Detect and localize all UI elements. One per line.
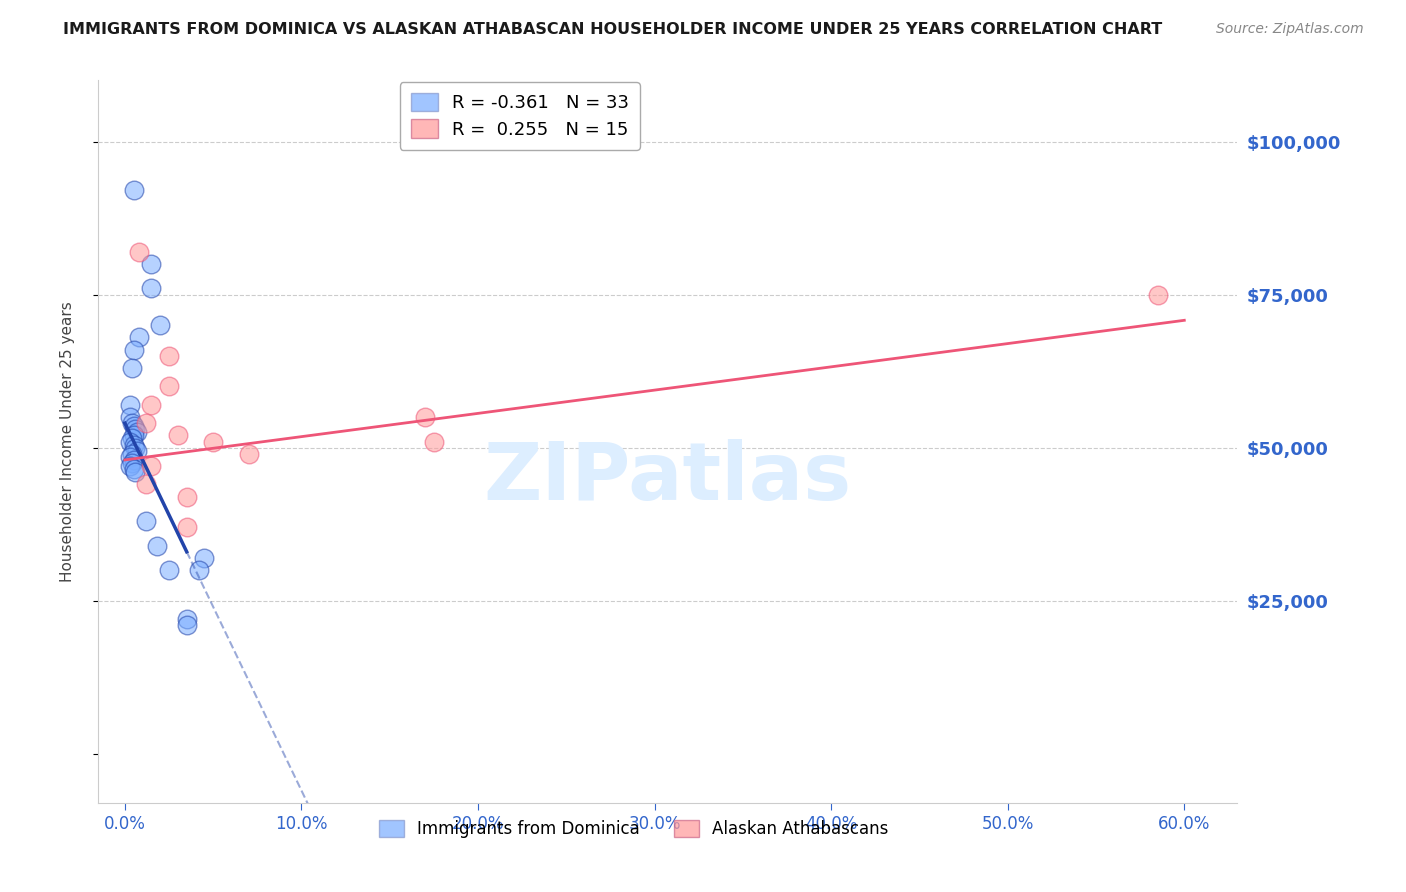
Text: ZIPatlas: ZIPatlas	[484, 439, 852, 516]
Point	[120, 450, 142, 464]
Point	[128, 244, 150, 259]
Point	[122, 184, 145, 198]
Text: Source: ZipAtlas.com: Source: ZipAtlas.com	[1216, 22, 1364, 37]
Point	[135, 416, 157, 430]
Point	[122, 343, 145, 357]
Point	[202, 434, 225, 449]
Y-axis label: Householder Income Under 25 years: Householder Income Under 25 years	[60, 301, 75, 582]
Point	[238, 447, 260, 461]
Point	[141, 281, 163, 295]
Point	[141, 257, 163, 271]
Point	[145, 539, 167, 553]
Point	[157, 349, 180, 363]
Point	[121, 416, 143, 430]
Point	[124, 465, 146, 479]
Point	[122, 419, 145, 434]
Point	[188, 563, 211, 577]
Point	[124, 441, 146, 455]
Point	[176, 612, 198, 626]
Point	[127, 425, 149, 440]
Point	[135, 477, 157, 491]
Point	[157, 563, 180, 577]
Point	[176, 520, 198, 534]
Point	[193, 550, 215, 565]
Point	[121, 432, 143, 446]
Legend: Immigrants from Dominica, Alaskan Athabascans: Immigrants from Dominica, Alaskan Athaba…	[373, 814, 894, 845]
Point	[122, 437, 145, 451]
Point	[120, 434, 142, 449]
Point	[121, 361, 143, 376]
Point	[149, 318, 172, 333]
Point	[120, 398, 142, 412]
Point	[128, 330, 150, 344]
Point	[122, 428, 145, 442]
Point	[1146, 287, 1168, 301]
Point	[135, 514, 157, 528]
Point	[121, 456, 143, 470]
Point	[122, 462, 145, 476]
Point	[423, 434, 446, 449]
Point	[120, 458, 142, 473]
Point	[176, 618, 198, 632]
Point	[141, 458, 163, 473]
Point	[413, 410, 436, 425]
Point	[120, 410, 142, 425]
Point	[141, 398, 163, 412]
Text: IMMIGRANTS FROM DOMINICA VS ALASKAN ATHABASCAN HOUSEHOLDER INCOME UNDER 25 YEARS: IMMIGRANTS FROM DOMINICA VS ALASKAN ATHA…	[63, 22, 1163, 37]
Point	[127, 443, 149, 458]
Point	[124, 422, 146, 436]
Point	[176, 490, 198, 504]
Point	[167, 428, 190, 442]
Point	[121, 447, 143, 461]
Point	[122, 453, 145, 467]
Point	[157, 379, 180, 393]
